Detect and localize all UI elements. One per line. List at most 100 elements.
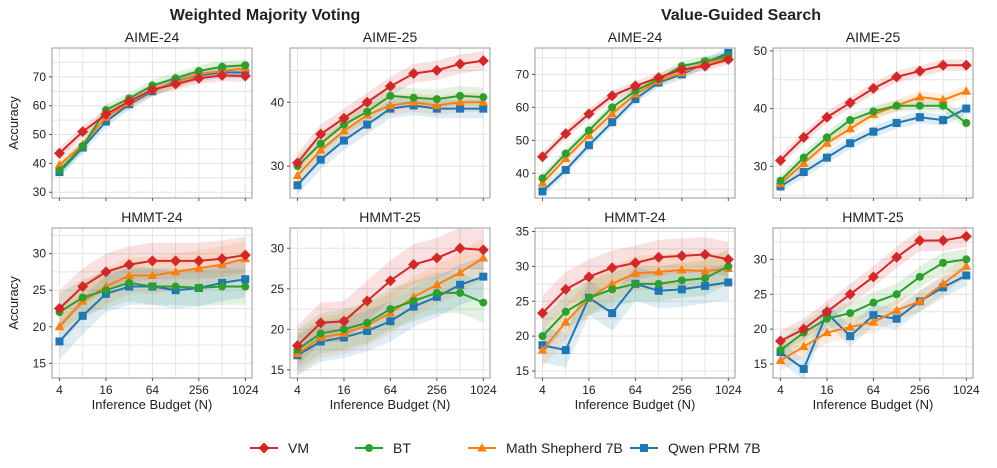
point-vm-512: [937, 59, 949, 71]
panel-title: HMMT-25: [842, 209, 904, 225]
point-qwen-prm-7b-8: [799, 364, 808, 373]
y-axis-label: Accuracy: [6, 96, 21, 150]
point-vm-8: [77, 126, 89, 138]
point-bt-8: [561, 307, 570, 316]
point-vm-64: [629, 80, 641, 92]
point-vm-8: [560, 128, 572, 140]
point-qwen-prm-7b-512: [701, 281, 710, 290]
point-bt-4: [776, 176, 785, 185]
x-tick-label: 64: [867, 383, 881, 397]
point-qwen-prm-7b-16: [339, 136, 348, 145]
point-vm-128: [408, 68, 420, 80]
point-vm-64: [146, 84, 158, 96]
point-vm-4: [536, 307, 548, 319]
point-math-shepherd-7b-256: [432, 100, 442, 109]
panel-weighted-majority-voting-aime-24: AIME-24 30 40 50 60 70 Accuracy: [6, 29, 253, 201]
point-math-shepherd-7b-1024: [961, 261, 972, 270]
y-tick-label: 50: [754, 44, 768, 58]
point-math-shepherd-7b-32: [845, 322, 855, 331]
legend-label: Qwen PRM 7B: [668, 440, 761, 456]
point-bt-16: [339, 325, 348, 334]
point-vm-4: [53, 147, 65, 159]
legend-label: Math Shepherd 7B: [506, 440, 623, 456]
point-qwen-prm-7b-8: [316, 337, 325, 346]
point-qwen-prm-7b-1024: [241, 275, 250, 284]
point-math-shepherd-7b-8: [798, 158, 809, 167]
point-bt-256: [915, 101, 924, 110]
point-vm-1024: [239, 249, 251, 261]
x-tick-label: 64: [384, 383, 398, 397]
point-qwen-prm-7b-1024: [962, 104, 971, 113]
point-qwen-prm-7b-32: [363, 120, 372, 129]
point-vm-8: [798, 323, 810, 335]
band-bt: [59, 264, 246, 331]
y-tick-label: 70: [33, 70, 47, 84]
chart-panels: AIME-243040506070AccuracyAIME-253040AIME…: [6, 29, 980, 412]
point-bt-512: [456, 288, 465, 297]
point-qwen-prm-7b-4: [55, 337, 64, 346]
panel-weighted-majority-voting-aime-25: AIME-25 30 40: [271, 29, 491, 201]
y-tick-label: 40: [516, 166, 530, 180]
legend-item-bt: BT: [355, 440, 411, 456]
point-bt-128: [409, 93, 418, 102]
point-qwen-prm-7b-16: [822, 153, 831, 162]
legend-marker-qwen-prm-7b: [640, 444, 648, 452]
point-qwen-prm-7b-1024: [479, 272, 488, 281]
point-vm-1024: [477, 244, 489, 256]
legend-marker-vm: [258, 442, 270, 454]
point-bt-256: [194, 284, 203, 292]
point-bt-512: [939, 258, 948, 267]
point-vm-4: [53, 302, 65, 314]
panel-weighted-majority-voting-hmmt-24: HMMT-24 15 20 25 30 4 16 64 256 1024 Inference Bud…: [6, 209, 259, 412]
point-vm-32: [844, 288, 856, 300]
point-qwen-prm-7b-128: [409, 302, 418, 311]
point-bt-128: [409, 296, 418, 305]
panel-value-guided-search-aime-25: AIME-25 30 40 50: [754, 29, 974, 201]
x-tick-label: 1024: [953, 383, 980, 397]
point-bt-16: [822, 133, 831, 142]
point-qwen-prm-7b-8: [78, 311, 87, 320]
point-bt-32: [846, 116, 855, 125]
y-tick-label: 60: [516, 100, 530, 114]
point-math-shepherd-7b-128: [891, 305, 902, 314]
point-math-shepherd-7b-8: [560, 153, 571, 162]
section-title-right: Value-Guided Search: [661, 7, 821, 24]
y-tick-label: 25: [516, 294, 530, 308]
point-bt-1024: [479, 298, 488, 307]
point-bt-4: [538, 174, 547, 183]
point-vm-128: [170, 255, 182, 267]
point-vm-64: [867, 271, 879, 283]
x-tick-label: 256: [672, 383, 692, 397]
panel-title: HMMT-25: [359, 209, 421, 225]
point-bt-128: [171, 74, 180, 83]
legend: VM BT Math Shepherd 7B Qwen PRM 7B: [250, 440, 761, 456]
point-vm-512: [699, 249, 711, 261]
point-math-shepherd-7b-64: [385, 100, 396, 109]
x-axis-label: Inference Budget (N): [813, 397, 934, 412]
legend-label: BT: [393, 440, 411, 456]
point-bt-1024: [724, 262, 733, 271]
point-math-shepherd-7b-64: [630, 268, 641, 277]
point-math-shepherd-7b-128: [653, 266, 664, 276]
x-tick-label: 16: [99, 383, 113, 397]
point-vm-8: [560, 283, 572, 295]
point-bt-1024: [962, 119, 971, 127]
point-vm-512: [454, 242, 466, 254]
point-math-shepherd-7b-8: [798, 341, 809, 351]
y-tick-label: 50: [33, 128, 47, 142]
x-axis-label: Inference Budget (N): [92, 397, 213, 412]
point-math-shepherd-7b-32: [607, 278, 617, 288]
legend-item-math-shepherd-7b: Math Shepherd 7B: [468, 440, 623, 456]
point-qwen-prm-7b-32: [846, 332, 855, 341]
point-bt-8: [799, 153, 808, 162]
point-bt-512: [218, 62, 227, 71]
point-qwen-prm-7b-4: [538, 187, 547, 196]
point-bt-4: [776, 346, 785, 355]
point-vm-1024: [960, 230, 972, 242]
x-tick-label: 1024: [232, 383, 259, 397]
point-bt-32: [125, 278, 134, 287]
y-tick-label: 30: [271, 241, 285, 255]
y-tick-label: 15: [33, 356, 47, 370]
point-math-shepherd-7b-16: [822, 138, 832, 147]
y-tick-label: 30: [33, 185, 47, 199]
